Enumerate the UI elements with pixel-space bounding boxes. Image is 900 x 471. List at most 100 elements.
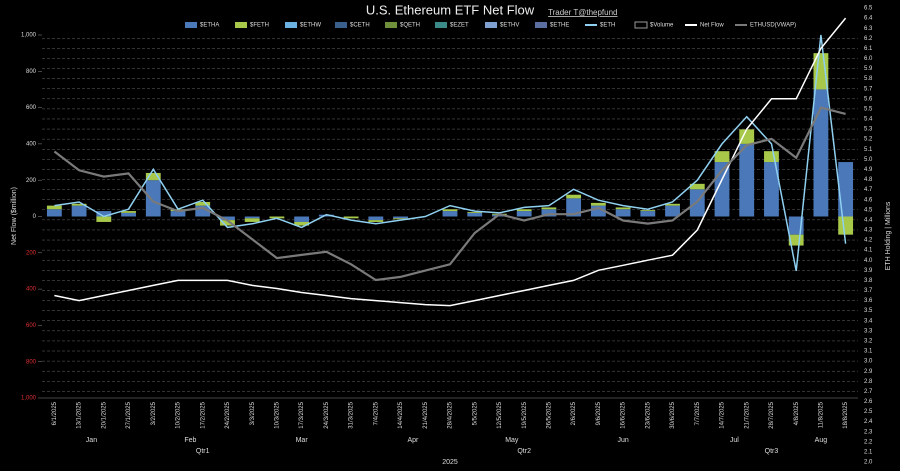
- flow-bar: [393, 218, 408, 220]
- y2-tick-label: 6.3: [864, 26, 873, 32]
- x-tick-label: 30/6/2025: [670, 401, 676, 428]
- y-tick-label: 1,000: [21, 33, 37, 39]
- y2-tick-label: 3.3: [864, 328, 873, 334]
- y-tick-label: 0: [33, 214, 37, 220]
- flow-bar: [368, 216, 384, 221]
- y2-tick-label: 5.2: [864, 137, 873, 143]
- flow-bar: [294, 216, 310, 222]
- flow-bar: [121, 211, 136, 213]
- x-tick-label: 16/6/2025: [621, 401, 627, 428]
- flow-bar: [467, 211, 483, 213]
- x-tick-label: 20/1/2025: [101, 401, 107, 428]
- y2-tick-label: 4.5: [864, 207, 873, 213]
- y2-tick-label: 6.2: [864, 36, 873, 42]
- y2-tick-label: 3.1: [864, 349, 873, 355]
- x-tick-label: 31/3/2025: [349, 401, 355, 428]
- legend-swatch: [285, 22, 297, 28]
- y-tick-label: 200: [26, 178, 37, 184]
- y2-tick-label: 4.3: [864, 228, 873, 234]
- y2-tick-label: 2.1: [864, 449, 873, 455]
- y2-tick-label: 3.2: [864, 339, 873, 345]
- month-label: Apr: [407, 437, 419, 444]
- flow-bar: [541, 207, 557, 210]
- month-label: Jun: [617, 437, 628, 444]
- x-tick-label: 14/4/2025: [398, 401, 404, 428]
- y-tick-label: 1,000: [21, 396, 37, 402]
- y2-axis-label: ETH Holding | Millions: [885, 201, 892, 270]
- y2-tick-label: 5.5: [864, 106, 873, 112]
- month-label: May: [505, 437, 519, 444]
- x-tick-label: 11/8/2025: [818, 401, 824, 428]
- x-tick-label: 24/2/2025: [225, 401, 231, 428]
- flow-bar: [788, 234, 804, 246]
- flow-bar: [269, 216, 285, 219]
- y2-tick-label: 5.7: [864, 86, 873, 92]
- x-tick-label: 26/5/2025: [546, 401, 552, 428]
- y2-tick-label: 4.0: [864, 258, 873, 264]
- legend-label: $QETH: [400, 23, 420, 29]
- legend-swatch: [535, 22, 547, 28]
- y2-tick-label: 5.9: [864, 66, 873, 72]
- y2-tick-label: 2.4: [864, 419, 873, 425]
- y2-tick-label: 3.4: [864, 318, 873, 324]
- y-tick-label: 400: [26, 287, 37, 293]
- legend-label: $ETHV: [500, 23, 519, 29]
- flow-bar: [71, 205, 87, 217]
- x-tick-label: 6/1/2025: [52, 401, 58, 425]
- y2-tick-label: 4.2: [864, 238, 873, 244]
- flow-bar: [442, 209, 458, 212]
- y2-tick-label: 2.3: [864, 429, 873, 435]
- x-tick-label: 27/1/2025: [126, 401, 132, 428]
- flow-bar: [590, 202, 606, 206]
- month-label: Feb: [184, 437, 196, 444]
- x-tick-label: 28/4/2025: [448, 401, 454, 428]
- flow-bar: [714, 151, 730, 163]
- flow-bar: [96, 216, 112, 222]
- flow-bar: [121, 212, 136, 217]
- month-label: Aug: [815, 437, 828, 444]
- y2-tick-label: 5.8: [864, 76, 873, 82]
- legend-label: Net Flow: [700, 23, 724, 29]
- legend-label: $Volume: [650, 23, 674, 29]
- y2-tick-label: 6.1: [864, 46, 873, 52]
- x-tick-label: 14/7/2025: [720, 401, 726, 428]
- legend-label: $EZET: [450, 23, 469, 29]
- y-tick-label: 600: [26, 105, 37, 111]
- flow-bar: [71, 203, 87, 206]
- x-tick-label: 10/2/2025: [176, 401, 182, 428]
- y2-tick-label: 3.6: [864, 298, 873, 304]
- x-tick-label: 13/1/2025: [77, 401, 83, 428]
- y2-tick-label: 4.8: [864, 177, 873, 183]
- legend-label: $ETHW: [300, 23, 321, 29]
- y2-tick-label: 2.6: [864, 399, 873, 405]
- x-tick-label: 3/3/2025: [250, 401, 256, 425]
- flow-bar: [46, 209, 62, 217]
- y2-tick-label: 3.9: [864, 268, 873, 274]
- x-tick-label: 17/3/2025: [299, 401, 305, 428]
- y-tick-label: 600: [26, 323, 37, 329]
- flow-bar: [665, 205, 680, 217]
- x-tick-label: 19/5/2025: [522, 401, 528, 428]
- series-line: [54, 17, 847, 307]
- y2-tick-label: 2.8: [864, 379, 873, 385]
- y-tick-label: 400: [26, 141, 37, 147]
- legend-swatch: [185, 22, 197, 28]
- flow-bar: [145, 172, 161, 181]
- y2-tick-label: 2.0: [864, 460, 873, 466]
- x-tick-label: 4/8/2025: [794, 401, 800, 425]
- flow-bar: [566, 198, 582, 217]
- y2-tick-label: 4.9: [864, 167, 873, 173]
- y2-tick-label: 3.7: [864, 288, 873, 294]
- legend-label: $ETHA: [200, 23, 219, 29]
- legend-swatch: [634, 21, 648, 29]
- flow-bar: [541, 209, 557, 217]
- flow-bar: [516, 209, 532, 212]
- flow-bar: [96, 211, 112, 217]
- x-tick-label: 18/8/2025: [843, 401, 849, 428]
- chart-title: U.S. Ethereum ETF Net Flow: [366, 2, 535, 17]
- flow-bar: [442, 211, 458, 217]
- legend-label: $ETHE: [550, 23, 569, 29]
- x-tick-label: 12/5/2025: [497, 401, 503, 428]
- flow-bar: [838, 162, 854, 217]
